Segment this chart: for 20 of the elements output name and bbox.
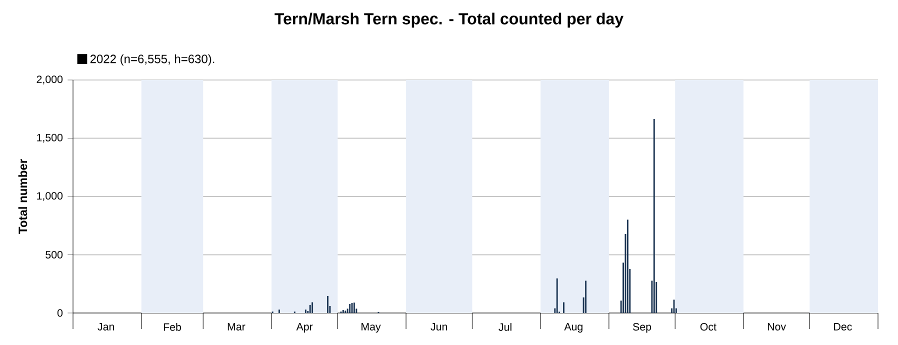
x-tick-label: Nov [768,323,786,330]
y-tick-label: 1,500 [37,134,63,143]
x-tick-label: May [362,323,381,333]
y-tick-label: 500 [46,250,63,259]
x-tick-label: Dec [834,323,852,330]
x-tick-label: Apr [296,323,313,333]
y-axis-title: Total number [18,159,28,234]
x-tick-label: Jan [98,323,114,330]
x-tick-label: Sep [633,323,652,333]
x-tick-label: Mar [228,323,246,330]
x-tick-label: Feb [164,323,181,331]
y-tick-label: 1,000 [37,192,63,201]
x-tick-label: Aug [564,323,582,333]
y-tick-label: 0 [57,309,63,317]
y-tick-label: 2,000 [36,76,63,84]
legend-label: 2022 (n=6,555, h=630). [90,54,214,66]
x-tick-label: Jun [430,323,448,330]
x-tick-label: Oct [700,323,716,331]
chart-title: Tern/Marsh Tern spec. - Total counted per day [274,12,624,28]
x-tick-label: Jul [498,323,512,331]
